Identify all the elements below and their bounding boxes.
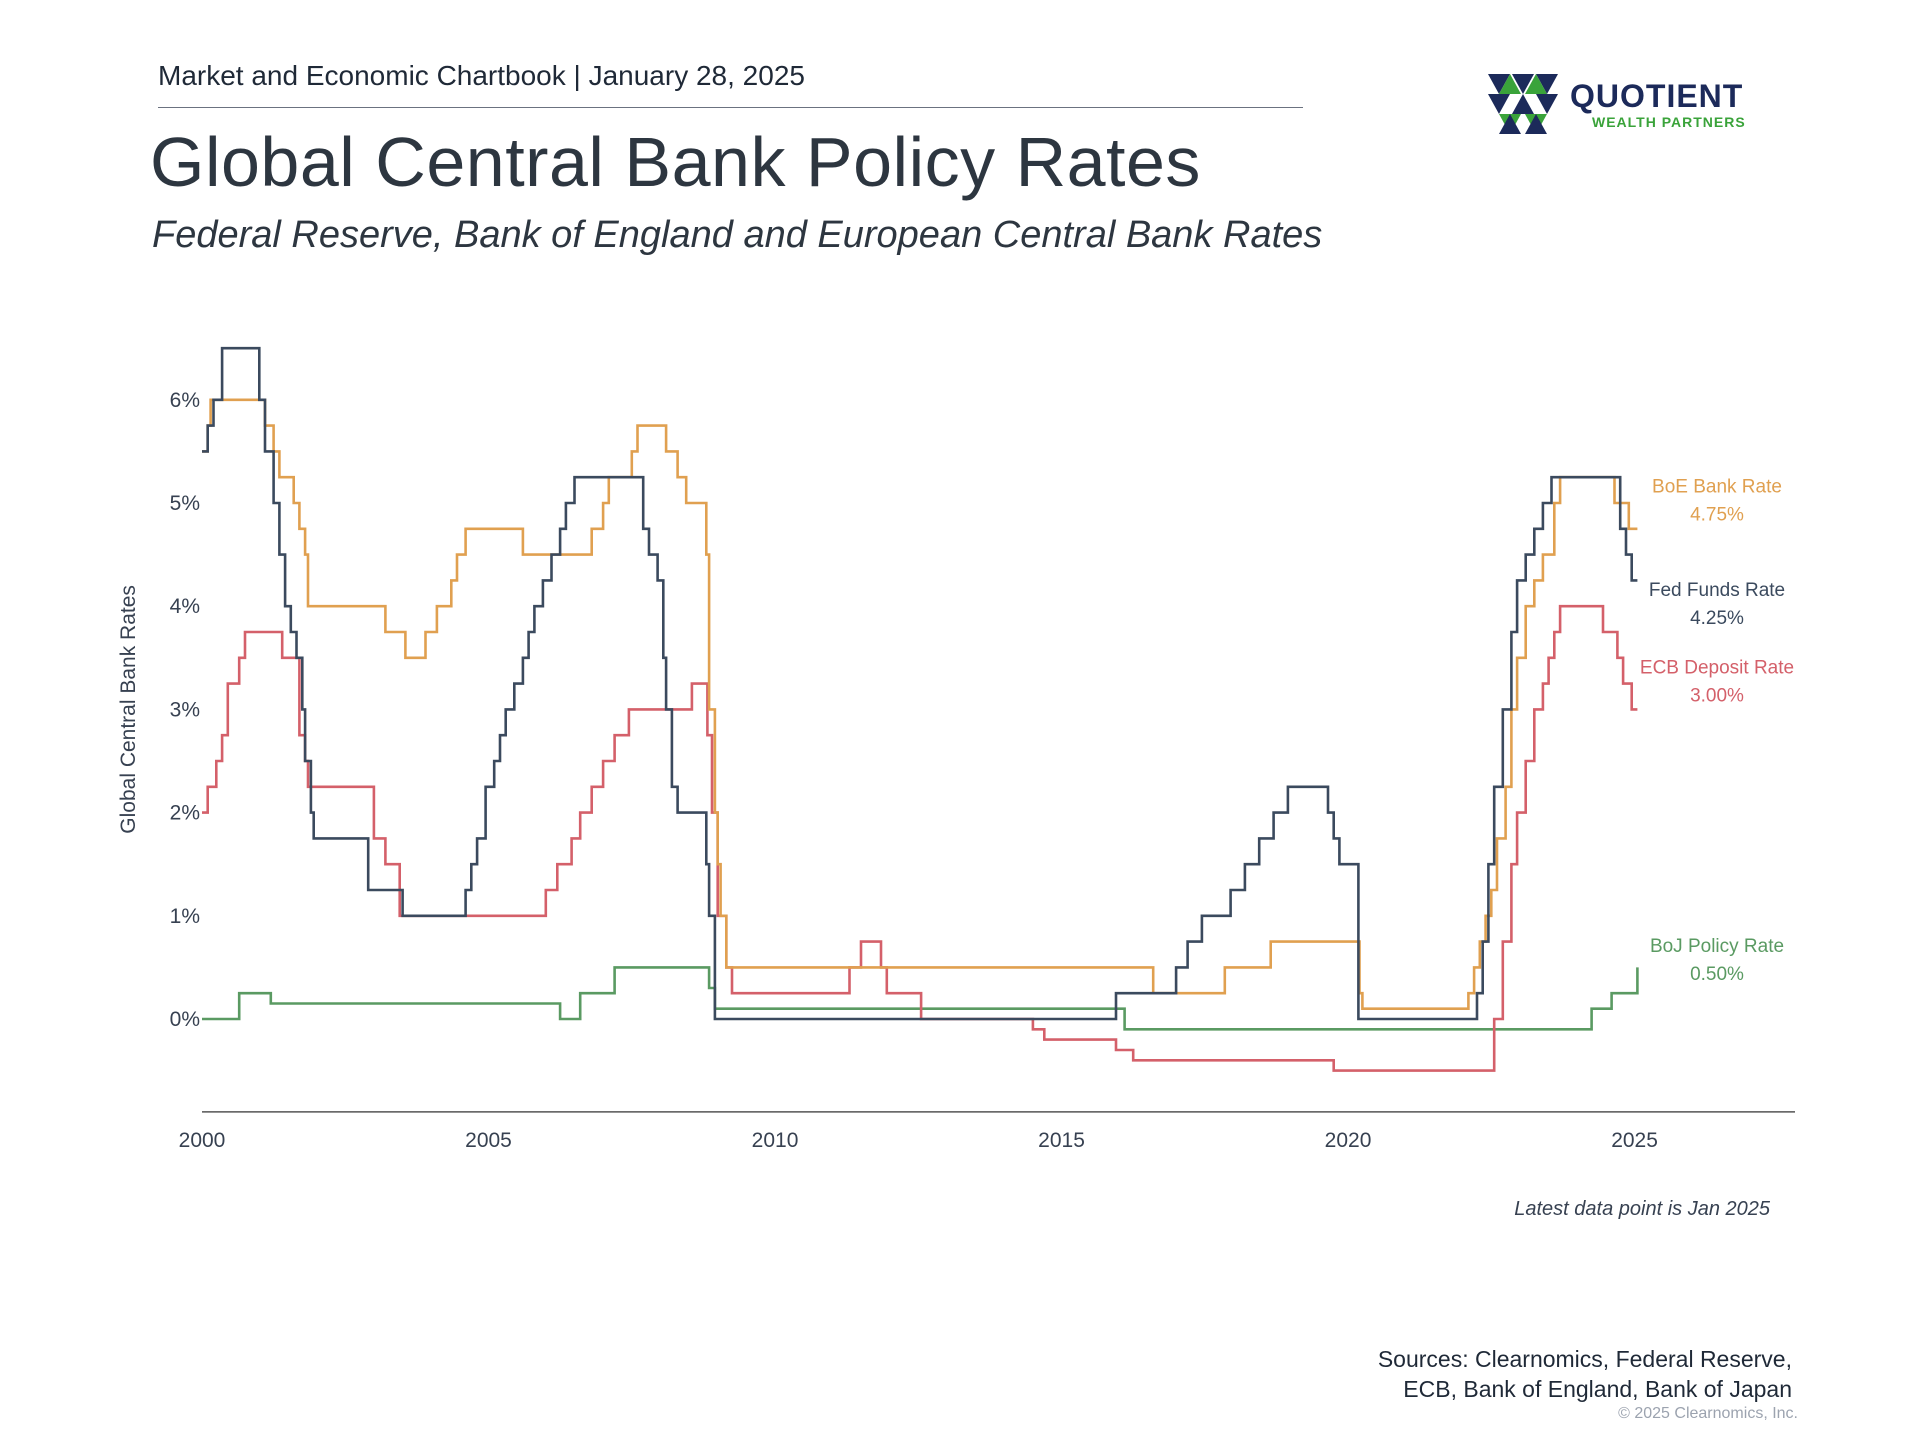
series-line-fed-funds-rate	[202, 346, 1638, 1021]
y-tick-label: 4%	[170, 595, 200, 618]
logo-tagline: WEALTH PARTNERS	[1592, 114, 1746, 130]
y-tick-label: 6%	[170, 389, 200, 412]
y-axis-label: Global Central Bank Rates	[117, 585, 140, 834]
y-tick-label: 1%	[170, 905, 200, 928]
x-tick-label: 2010	[752, 1129, 799, 1152]
series-line-boj-policy-rate	[202, 966, 1639, 1031]
company-logo: QUOTIENT WEALTH PARTNERS	[1488, 74, 1768, 134]
logo-name: QUOTIENT	[1570, 78, 1744, 114]
sources-line-2: ECB, Bank of England, Bank of Japan	[1403, 1376, 1792, 1402]
series-label-value: 3.00%	[1690, 685, 1744, 706]
y-tick-label: 5%	[170, 492, 200, 515]
series-label-value: 0.50%	[1690, 964, 1744, 985]
page-title: Global Central Bank Policy Rates	[150, 123, 1201, 201]
series-label-name: BoJ Policy Rate	[1650, 936, 1784, 957]
y-tick-label: 3%	[170, 698, 200, 721]
y-tick-label: 2%	[170, 802, 200, 825]
series-label-name: BoE Bank Rate	[1652, 477, 1782, 498]
chartbook-header: Market and Economic Chartbook | January …	[158, 60, 805, 91]
series-label-value: 4.75%	[1690, 505, 1744, 526]
series-label-name: ECB Deposit Rate	[1640, 657, 1794, 678]
header-divider	[158, 107, 1303, 108]
x-tick-label: 2020	[1325, 1129, 1372, 1152]
x-tick-label: 2005	[465, 1129, 512, 1152]
sources-note: Sources: Clearnomics, Federal Reserve, E…	[1200, 1344, 1792, 1404]
x-tick-label: 2025	[1611, 1129, 1658, 1152]
latest-data-note: Latest data point is Jan 2025	[1514, 1198, 1770, 1220]
x-tick-label: 2000	[179, 1129, 226, 1152]
series-label-value: 4.25%	[1690, 608, 1744, 629]
sources-line-1: Sources: Clearnomics, Federal Reserve,	[1377, 1346, 1792, 1372]
series-label-name: Fed Funds Rate	[1649, 580, 1785, 601]
series-line-ecb-deposit-rate	[202, 604, 1638, 1072]
copyright: © 2025 Clearnomics, Inc.	[1618, 1405, 1798, 1422]
page-subtitle: Federal Reserve, Bank of England and Eur…	[152, 214, 1323, 256]
quotient-logo-icon	[1488, 74, 1558, 134]
x-tick-label: 2015	[1038, 1129, 1085, 1152]
series-line-boe-bank-rate	[202, 398, 1638, 1010]
y-tick-label: 0%	[170, 1008, 200, 1031]
